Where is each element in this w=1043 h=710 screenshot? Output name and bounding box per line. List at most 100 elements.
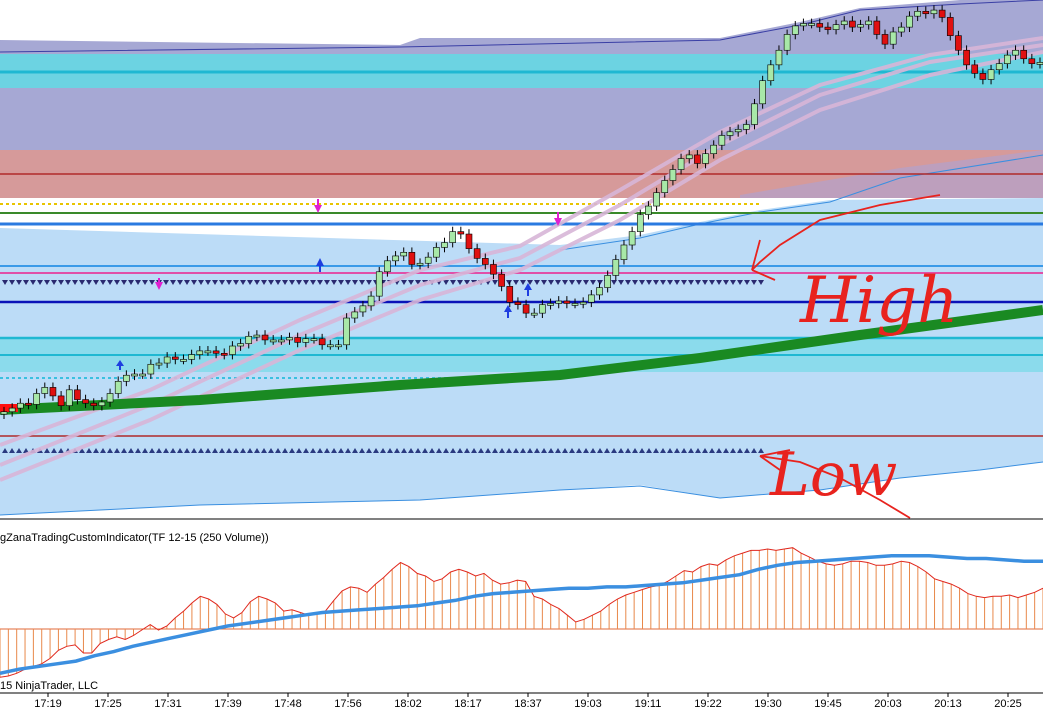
triangle-marker xyxy=(646,280,652,285)
triangle-marker xyxy=(275,448,281,453)
triangle-marker xyxy=(555,448,561,453)
triangle-marker xyxy=(506,448,512,453)
triangle-marker xyxy=(457,280,463,285)
candle xyxy=(326,344,334,348)
triangle-marker xyxy=(359,448,365,453)
triangle-marker xyxy=(667,448,673,453)
candle xyxy=(800,23,807,27)
candle xyxy=(873,20,881,35)
triangle-marker xyxy=(492,280,498,285)
candle xyxy=(449,231,456,243)
candle xyxy=(498,273,505,287)
triangle-marker xyxy=(401,448,407,453)
candle xyxy=(938,9,946,18)
triangle-marker xyxy=(422,448,428,453)
triangle-marker xyxy=(93,448,99,453)
triangle-marker xyxy=(65,280,71,285)
triangle-marker xyxy=(338,448,344,453)
triangle-marker xyxy=(408,448,414,453)
time-tick-label: 18:17 xyxy=(454,698,482,710)
triangle-marker xyxy=(751,280,757,285)
triangle-marker xyxy=(268,448,274,453)
triangle-marker xyxy=(415,280,421,285)
candle xyxy=(65,389,73,406)
candle xyxy=(710,144,718,155)
triangle-marker xyxy=(331,448,337,453)
triangle-marker xyxy=(667,280,673,285)
candle xyxy=(832,24,840,30)
triangle-marker xyxy=(191,448,197,453)
triangle-marker xyxy=(128,280,134,285)
triangle-marker xyxy=(702,280,708,285)
triangle-marker xyxy=(205,280,211,285)
candle xyxy=(261,334,269,341)
triangle-marker xyxy=(128,448,134,453)
candle xyxy=(392,255,399,262)
candle xyxy=(669,169,677,181)
triangle-marker xyxy=(261,280,267,285)
triangle-marker xyxy=(562,280,568,285)
candle xyxy=(318,338,326,346)
candle xyxy=(41,387,49,394)
triangle-marker xyxy=(240,448,246,453)
blue-up-arrow-icon xyxy=(116,258,532,370)
triangle-marker xyxy=(282,280,288,285)
time-tick-label: 20:25 xyxy=(994,698,1022,710)
time-tick-label: 19:30 xyxy=(754,698,782,710)
candle xyxy=(971,64,979,74)
triangle-marker xyxy=(366,280,372,285)
candle xyxy=(310,338,318,342)
candle xyxy=(636,214,644,232)
candle xyxy=(743,124,750,130)
time-tick-label: 20:13 xyxy=(934,698,962,710)
triangle-marker xyxy=(569,280,575,285)
candle xyxy=(212,350,220,354)
triangle-marker xyxy=(730,448,736,453)
triangle-marker xyxy=(205,448,211,453)
triangle-marker xyxy=(198,448,204,453)
triangle-marker xyxy=(758,448,764,453)
candle xyxy=(0,411,8,415)
triangle-marker xyxy=(373,448,379,453)
triangle-marker xyxy=(597,448,603,453)
triangle-marker xyxy=(436,448,442,453)
triangle-marker xyxy=(324,280,330,285)
candle xyxy=(49,387,57,397)
candle xyxy=(1028,58,1036,64)
candle xyxy=(163,356,171,364)
triangle-marker xyxy=(51,448,57,453)
candle xyxy=(824,26,832,30)
triangle-marker xyxy=(527,280,533,285)
triangle-marker xyxy=(177,448,183,453)
indicator-title: gZanaTradingCustomIndicator(TF 12-15 (25… xyxy=(0,532,269,544)
triangle-marker xyxy=(513,448,519,453)
candle xyxy=(628,231,636,246)
triangle-marker xyxy=(44,280,50,285)
candle xyxy=(661,180,669,193)
triangle-marker xyxy=(44,448,50,453)
triangle-marker xyxy=(184,280,190,285)
candle xyxy=(188,354,195,360)
triangle-marker xyxy=(506,280,512,285)
candle xyxy=(579,301,587,305)
triangle-marker xyxy=(520,280,526,285)
triangle-marker xyxy=(303,280,309,285)
candle xyxy=(25,402,32,406)
triangle-marker xyxy=(79,280,85,285)
candle xyxy=(17,402,24,409)
candle xyxy=(33,393,40,405)
candle xyxy=(563,300,571,304)
triangle-marker xyxy=(240,280,246,285)
candle xyxy=(522,304,530,314)
triangle-marker xyxy=(254,280,260,285)
triangle-marker xyxy=(2,280,8,285)
triangle-marker xyxy=(163,280,169,285)
candle xyxy=(946,17,954,36)
triangle-marker xyxy=(583,448,589,453)
triangle-marker xyxy=(37,280,43,285)
triangle-marker xyxy=(562,448,568,453)
candle xyxy=(718,135,726,146)
triangle-marker xyxy=(142,280,148,285)
candle xyxy=(906,15,913,28)
